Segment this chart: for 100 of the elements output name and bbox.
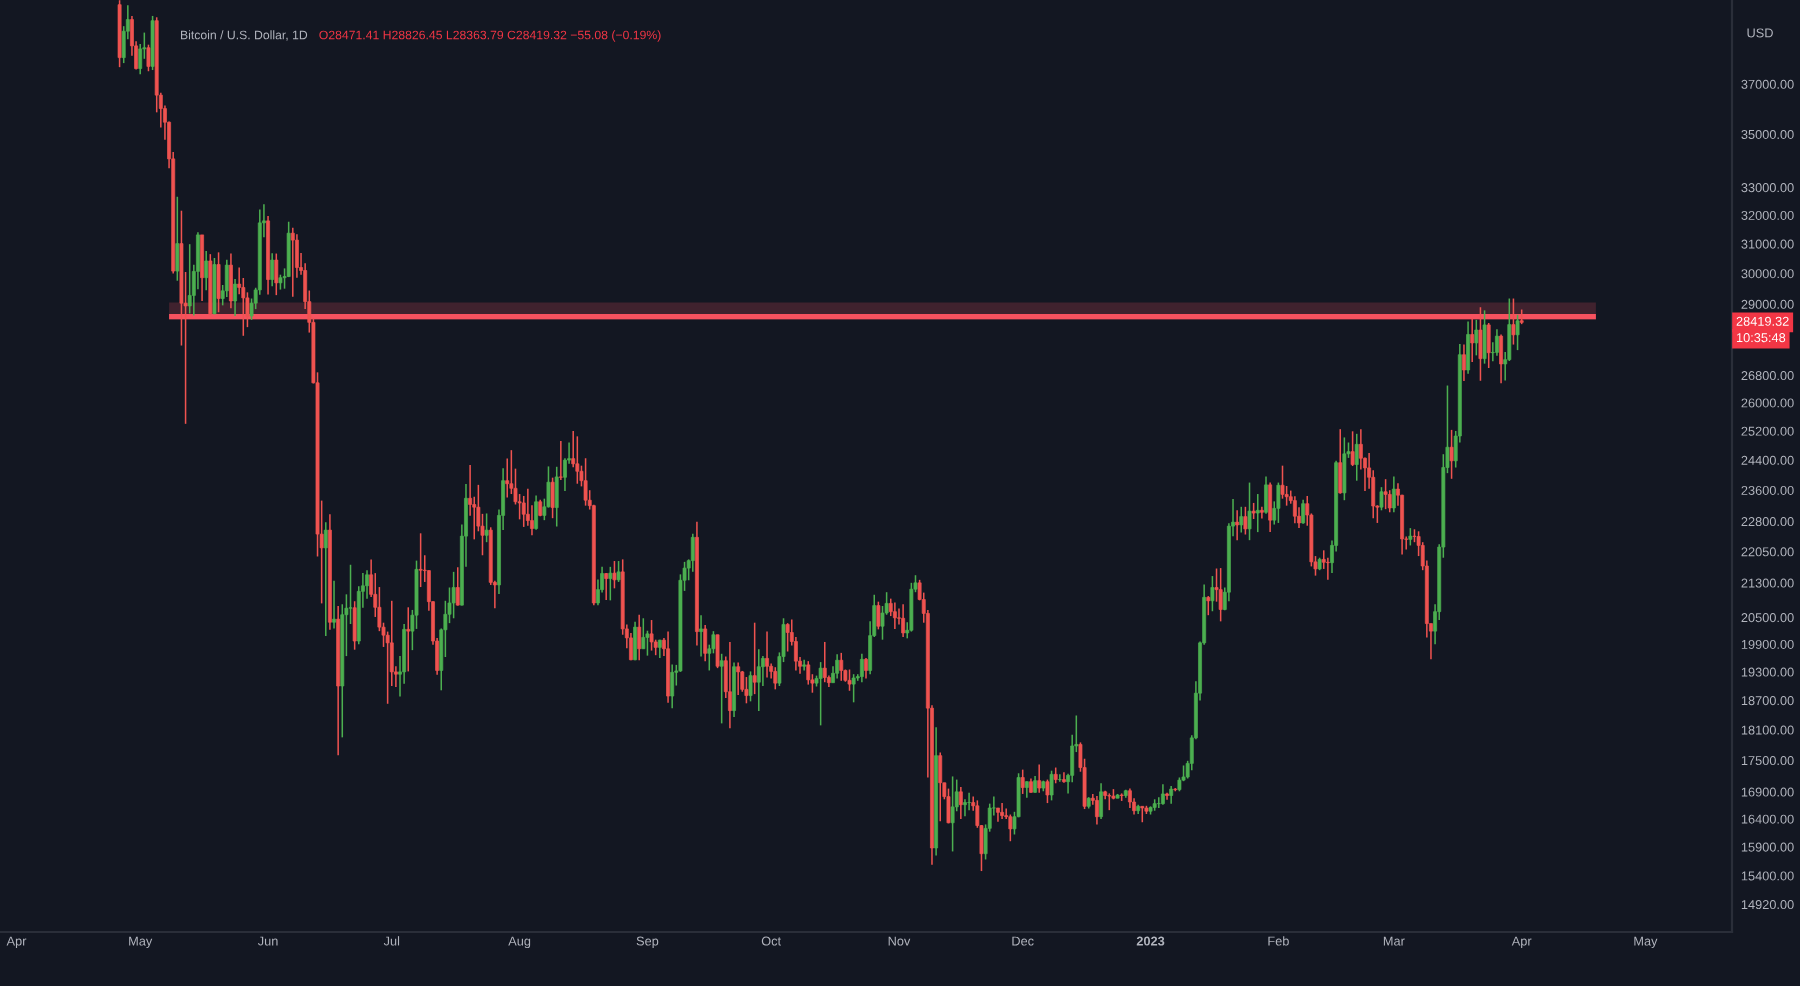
candlestick — [765, 630, 769, 679]
candlestick — [332, 579, 336, 630]
candlestick — [649, 619, 654, 652]
candlestick — [608, 566, 613, 602]
candlestick — [1391, 475, 1396, 514]
candlestick — [876, 600, 881, 631]
candlestick — [1342, 436, 1347, 501]
candlestick — [204, 250, 209, 291]
candlestick — [484, 512, 489, 543]
candlestick — [938, 751, 943, 822]
candlestick — [270, 252, 275, 287]
candlestick — [1511, 297, 1516, 346]
candlestick — [773, 666, 778, 691]
candlestick — [224, 258, 229, 298]
candlestick — [1037, 763, 1042, 794]
candlestick — [1045, 778, 1050, 804]
candlestick — [657, 638, 662, 659]
candlestick — [604, 572, 609, 601]
candlestick — [1259, 506, 1264, 520]
candlestick — [418, 532, 423, 588]
candlestick — [666, 630, 670, 704]
candlestick — [150, 15, 155, 71]
candlestick — [558, 440, 563, 481]
candlestick — [748, 670, 753, 703]
candlestick — [1255, 493, 1260, 533]
candlestick — [575, 435, 580, 485]
candlestick — [1264, 475, 1268, 515]
candlestick — [719, 653, 724, 725]
candlestick — [175, 195, 180, 282]
candlestick — [1325, 556, 1330, 581]
candlestick — [290, 226, 295, 298]
candlestick — [1350, 430, 1355, 467]
candlestick — [1474, 319, 1479, 357]
candlestick — [822, 641, 827, 683]
candlestick — [352, 600, 357, 651]
candlestick — [909, 582, 914, 633]
candlestick — [505, 457, 510, 499]
candlestick — [1292, 495, 1297, 525]
candlestick — [1383, 478, 1388, 510]
candlestick — [756, 648, 761, 712]
candlestick — [1099, 782, 1103, 820]
candlestick — [525, 487, 530, 527]
candlestick — [703, 624, 708, 662]
candlestick — [1247, 481, 1252, 541]
candlestick — [892, 601, 897, 630]
candlestick — [690, 532, 695, 573]
candlestick — [670, 663, 675, 709]
candlestick — [847, 668, 852, 692]
candlestick — [1062, 771, 1066, 784]
candlestick — [1354, 433, 1359, 482]
candlestick — [641, 617, 646, 650]
candlestick — [1239, 506, 1244, 534]
candlestick — [752, 621, 757, 695]
candlestick — [451, 571, 456, 620]
candlestick — [1049, 769, 1054, 802]
candlestick — [1020, 768, 1025, 795]
candlestick — [521, 495, 526, 528]
candlestick — [839, 652, 844, 682]
candlestick — [851, 673, 856, 704]
candlestick — [216, 251, 221, 314]
candlestick — [554, 466, 559, 528]
candlestick — [1000, 802, 1004, 820]
candlestick — [633, 621, 637, 662]
candlestick — [1268, 481, 1273, 533]
candlestick — [1466, 320, 1470, 375]
candlestick — [785, 622, 790, 653]
candlestick — [1495, 328, 1499, 357]
candlestick — [963, 798, 967, 817]
candlestick — [1338, 428, 1343, 495]
candlestick — [233, 278, 237, 317]
candlestick — [583, 457, 588, 507]
candlestick — [946, 787, 951, 825]
candlestick — [1243, 506, 1248, 536]
candlestick — [323, 521, 328, 637]
candlestick — [950, 775, 955, 853]
candlestick — [1206, 595, 1211, 616]
candlestick — [629, 632, 633, 662]
candlestick — [1128, 787, 1132, 809]
candlestick — [901, 603, 906, 638]
candlestick — [1478, 306, 1483, 382]
candlestick — [1235, 509, 1240, 541]
candlestick — [1499, 333, 1503, 384]
candlestick — [1161, 783, 1165, 806]
candlestick — [1008, 813, 1013, 842]
candlestick — [200, 234, 204, 302]
candlestick — [455, 566, 460, 607]
candlestick — [1276, 481, 1281, 524]
candlestick — [406, 606, 411, 673]
candlestick — [728, 641, 732, 730]
candlestick — [550, 476, 555, 519]
candlestick — [229, 252, 233, 309]
candlestick — [835, 653, 840, 680]
candlestick — [1095, 795, 1099, 826]
candlestick — [1449, 429, 1454, 480]
candlestick — [732, 661, 736, 718]
candlestick — [1301, 499, 1306, 525]
candlestick — [637, 613, 642, 662]
candlestick — [1379, 486, 1384, 512]
candlestick — [958, 786, 963, 820]
candlestick — [1470, 317, 1475, 363]
